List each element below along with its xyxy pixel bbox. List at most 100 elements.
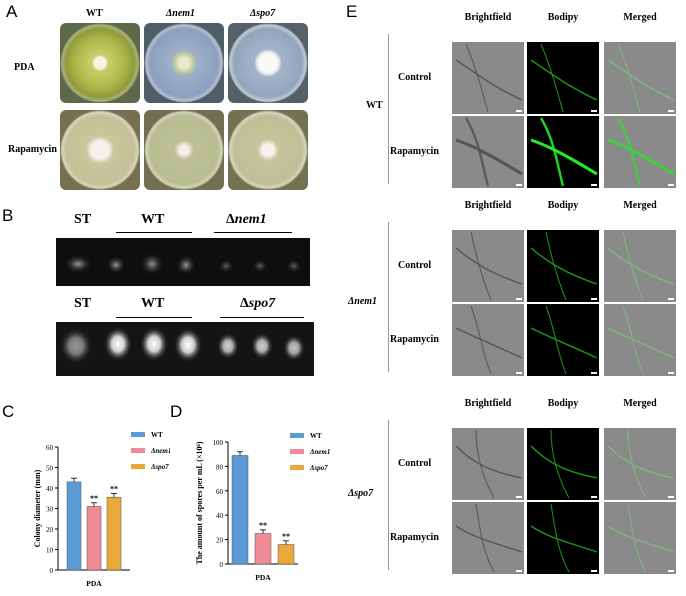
scale-bar bbox=[591, 184, 597, 186]
header-bodipy: Bodipy bbox=[547, 200, 579, 211]
tlc-spot bbox=[176, 255, 196, 275]
tlc-spot bbox=[106, 256, 126, 274]
col-label-wt: WT bbox=[86, 8, 103, 19]
micrograph-brightfield bbox=[452, 230, 524, 302]
micrograph-brightfield bbox=[452, 502, 524, 574]
micrograph-brightfield bbox=[452, 42, 524, 114]
header-merged: Merged bbox=[623, 200, 657, 211]
scale-bar bbox=[668, 496, 674, 498]
y-tick-label: 0 bbox=[220, 561, 224, 569]
significance-label: ** bbox=[90, 494, 98, 503]
hypha-overlay bbox=[530, 117, 598, 187]
nem1-underline-top bbox=[214, 232, 292, 233]
spo7-underline-bottom bbox=[220, 317, 304, 318]
micrograph-bodipy bbox=[527, 428, 599, 500]
tlc-spot bbox=[286, 259, 302, 273]
plate-spo7-pda bbox=[228, 23, 308, 103]
legend-label: Δnem1 bbox=[309, 448, 330, 456]
micrograph-bodipy bbox=[527, 42, 599, 114]
legend-label: WT bbox=[151, 431, 163, 439]
bar-1 bbox=[86, 506, 102, 571]
col-label-nem1: Δnem1 bbox=[166, 8, 196, 19]
micrograph-brightfield bbox=[452, 116, 524, 188]
legend-label: Δspo7 bbox=[309, 464, 328, 472]
scale-bar bbox=[591, 110, 597, 112]
panel-e-letter: E bbox=[346, 2, 358, 21]
micrograph-merged bbox=[604, 502, 676, 574]
y-tick-label: 20 bbox=[216, 537, 224, 545]
group-divider bbox=[388, 420, 389, 570]
spore-count-chart: 0 20 40 60 80 100 The amount of spores per mL … bbox=[195, 432, 330, 582]
group-divider bbox=[388, 222, 389, 372]
panel-d-letter: D bbox=[170, 402, 183, 421]
micrograph-merged bbox=[604, 304, 676, 376]
plate-wt-pda bbox=[60, 23, 140, 103]
x-category-label: PDA bbox=[86, 579, 102, 588]
y-tick-label: 20 bbox=[46, 526, 54, 534]
micrograph-merged bbox=[604, 116, 676, 188]
y-tick-label: 100 bbox=[213, 439, 224, 447]
micrograph-brightfield bbox=[452, 304, 524, 376]
hypha-overlay bbox=[607, 503, 675, 573]
plate-nem1-pda bbox=[144, 23, 224, 103]
hypha-overlay bbox=[455, 43, 523, 113]
micrograph-merged bbox=[604, 230, 676, 302]
wt-underline-top bbox=[116, 232, 192, 233]
scale-bar bbox=[668, 110, 674, 112]
bar-1 bbox=[254, 533, 272, 565]
group-divider bbox=[388, 34, 389, 184]
tlc-bottom-st-label: ST bbox=[74, 296, 92, 311]
y-tick-label: 40 bbox=[216, 512, 224, 520]
micrograph-bodipy bbox=[527, 116, 599, 188]
tlc-spot bbox=[251, 333, 273, 359]
strain-label: Δspo7 bbox=[348, 488, 374, 499]
y-tick-label: 10 bbox=[46, 547, 54, 555]
strain-label: Δnem1 bbox=[348, 296, 378, 307]
tlc-top-wt-label: WT bbox=[141, 212, 165, 227]
plate-spo7-rapamycin bbox=[228, 110, 308, 190]
panel-a-letter: A bbox=[6, 2, 18, 21]
tlc-strip-bottom bbox=[56, 322, 314, 376]
significance-label: ** bbox=[282, 532, 290, 541]
hypha-overlay bbox=[607, 117, 675, 187]
legend-swatch bbox=[131, 464, 145, 469]
header-brightfield: Brightfield bbox=[464, 12, 512, 23]
tlc-spot bbox=[174, 328, 202, 362]
significance-label: ** bbox=[110, 485, 118, 494]
hypha-overlay bbox=[455, 503, 523, 573]
legend-label: WT bbox=[310, 432, 322, 440]
colony-diameter-chart: 0 10 20 30 40 50 60 Colony diameter (mm) PDA ** **… bbox=[33, 431, 170, 588]
strain-label: WT bbox=[366, 100, 383, 111]
tlc-spot bbox=[60, 328, 92, 364]
scale-bar bbox=[516, 372, 522, 374]
significance-label: ** bbox=[259, 521, 267, 530]
condition-label: Control bbox=[398, 458, 432, 469]
scale-bar bbox=[516, 184, 522, 186]
scale-bar bbox=[516, 496, 522, 498]
tlc-top-mut-label: Δnem1 bbox=[226, 212, 267, 228]
tlc-spot bbox=[64, 255, 92, 273]
panel-c-letter: C bbox=[2, 402, 15, 421]
tlc-spot bbox=[283, 335, 305, 361]
y-tick-label: 50 bbox=[46, 465, 54, 473]
header-bodipy: Bodipy bbox=[547, 398, 579, 409]
hypha-overlay bbox=[455, 231, 523, 301]
legend-label: Δspo7 bbox=[150, 463, 169, 471]
scale-bar bbox=[668, 184, 674, 186]
scale-bar bbox=[668, 570, 674, 572]
y-axis-label: Colony diameter (mm) bbox=[33, 469, 42, 547]
legend-swatch bbox=[290, 449, 304, 454]
condition-label: Control bbox=[398, 72, 432, 83]
tlc-bottom-mut-name: spo7 bbox=[248, 296, 276, 311]
condition-label: Rapamycin bbox=[390, 146, 439, 157]
y-tick-label: 30 bbox=[46, 506, 54, 514]
hypha-overlay bbox=[530, 503, 598, 573]
y-tick-label: 60 bbox=[216, 488, 224, 496]
scale-bar bbox=[516, 298, 522, 300]
scale-bar bbox=[591, 372, 597, 374]
tlc-strip-top bbox=[56, 238, 310, 286]
micrograph-merged bbox=[604, 428, 676, 500]
header-merged: Merged bbox=[623, 12, 657, 23]
tlc-spot bbox=[218, 259, 234, 273]
y-tick-label: 60 bbox=[46, 444, 54, 452]
